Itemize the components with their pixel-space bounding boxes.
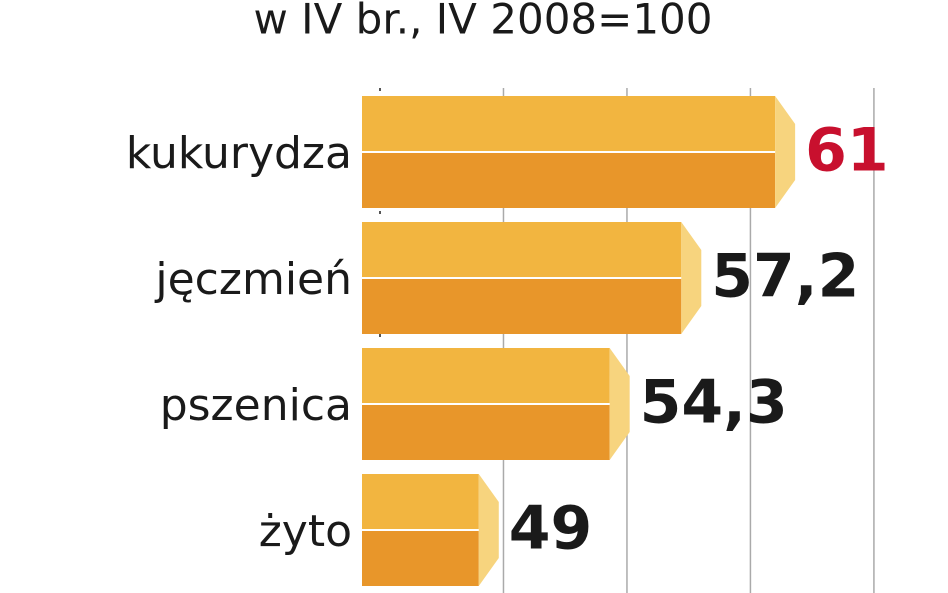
bar-top bbox=[362, 348, 610, 404]
bar-top bbox=[362, 96, 776, 152]
bar-cap bbox=[775, 96, 796, 208]
chart-title: w IV br., IV 2008=100 bbox=[253, 0, 712, 44]
bar-cap bbox=[609, 348, 630, 460]
bar bbox=[362, 348, 630, 460]
bar-bottom bbox=[362, 152, 776, 208]
bar-bottom bbox=[362, 278, 682, 334]
category-label: żyto bbox=[259, 506, 352, 557]
bar-top bbox=[362, 474, 479, 530]
category-label: kukurydza bbox=[126, 128, 352, 179]
bar-bottom bbox=[362, 530, 479, 586]
bar-top bbox=[362, 222, 682, 278]
value-label: 57,2 bbox=[711, 242, 859, 312]
bar-cap bbox=[681, 222, 702, 334]
value-label: 61 bbox=[805, 116, 889, 186]
category-label: pszenica bbox=[160, 380, 352, 431]
category-label: jęczmień bbox=[154, 254, 352, 305]
bar bbox=[362, 474, 499, 586]
bar bbox=[362, 222, 702, 334]
bar-cap bbox=[478, 474, 499, 586]
bar-bottom bbox=[362, 404, 610, 460]
bar bbox=[362, 96, 796, 208]
value-label: 49 bbox=[509, 494, 592, 564]
value-label: 54,3 bbox=[640, 368, 788, 438]
